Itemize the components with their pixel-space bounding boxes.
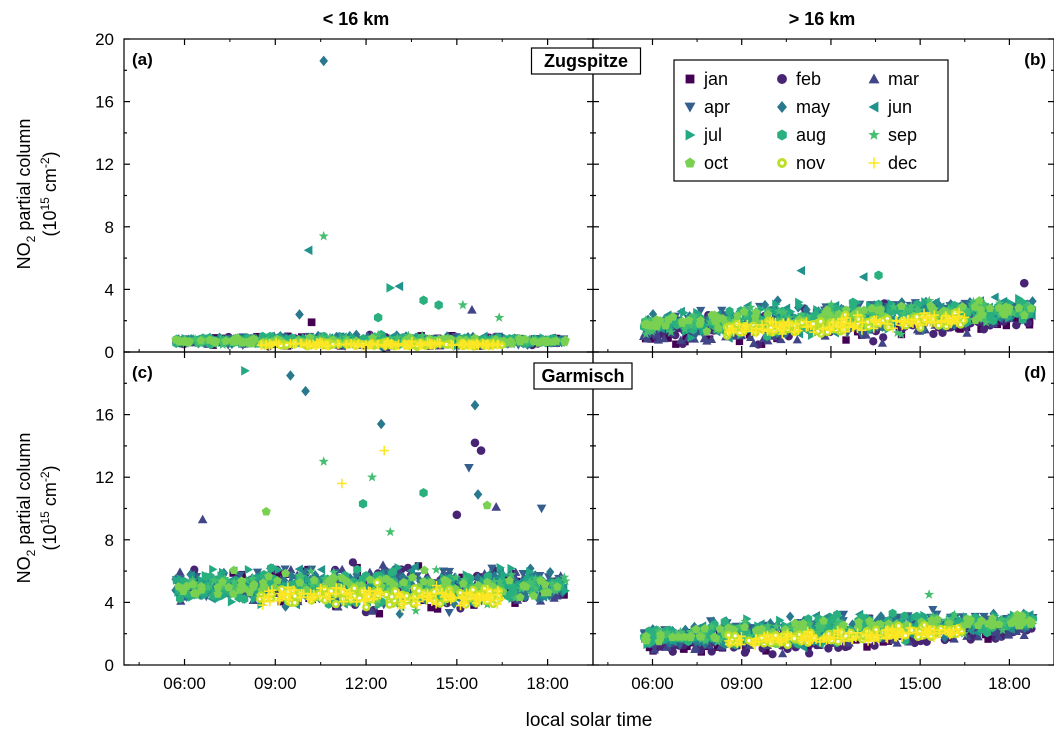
outlier-point — [419, 296, 427, 306]
y-tick-label: 8 — [105, 218, 114, 237]
outlier-point — [379, 446, 389, 456]
y-tick-label: 4 — [105, 593, 114, 612]
y-axis-label-bottom: NO2 partial column (1015 cm-2) — [14, 433, 60, 584]
outlier-point — [494, 312, 504, 322]
outlier-point — [491, 502, 501, 511]
y-tick-label: 8 — [105, 531, 114, 550]
scatter-points — [639, 266, 1037, 349]
outlier-point — [464, 464, 474, 473]
outlier-point — [319, 231, 329, 241]
col-title-right: > 16 km — [789, 9, 856, 29]
data-point — [462, 600, 470, 608]
outlier-point — [301, 386, 310, 397]
outlier-point — [874, 271, 882, 281]
y-tick-label: 4 — [105, 280, 114, 299]
panel-c: 06:00 09:00 12:00 15:00 18:00 0 4 8 12 16 — [95, 352, 593, 693]
outlier-point — [395, 281, 404, 291]
outlier-point — [385, 527, 395, 537]
outlier-point — [377, 419, 386, 430]
y-tick-label: 16 — [95, 406, 114, 425]
data-point — [980, 325, 988, 333]
outlier-point — [359, 499, 367, 509]
outlier-point — [537, 505, 547, 514]
y-tick-label: 16 — [95, 93, 114, 112]
outlier-point — [262, 507, 271, 516]
col-title-left: < 16 km — [323, 9, 390, 29]
panel-frame — [124, 39, 593, 352]
y-tick-label: 12 — [95, 468, 114, 487]
outlier-point — [367, 472, 377, 482]
data-point — [445, 609, 454, 617]
outlier-point — [319, 56, 328, 67]
data-point — [373, 578, 381, 586]
outlier-point — [337, 479, 347, 489]
outlier-point — [471, 438, 480, 447]
outlier-point — [467, 305, 477, 314]
outlier-point — [419, 488, 427, 498]
data-point — [870, 642, 878, 650]
panel-frame — [124, 352, 593, 665]
panel-a: 0 4 8 12 16 20 — [95, 30, 593, 362]
scatter-points — [640, 589, 1038, 658]
outlier-point — [295, 309, 304, 320]
data-point — [378, 560, 387, 568]
outlier-point — [453, 510, 462, 519]
outlier-point — [483, 501, 492, 510]
data-point — [768, 650, 776, 658]
data-point — [431, 565, 441, 574]
outlier-point — [374, 313, 382, 323]
outlier-point — [435, 300, 443, 310]
data-point — [350, 584, 358, 592]
x-tick-label: 09:00 — [254, 674, 297, 693]
outlier-point — [308, 318, 316, 326]
scatter-points — [171, 366, 570, 619]
outlier-point — [319, 456, 329, 466]
outlier-point — [859, 272, 868, 282]
data-point — [396, 609, 404, 619]
data-point — [385, 601, 393, 609]
outlier-point — [241, 366, 250, 376]
outlier-point — [1020, 279, 1029, 288]
outlier-point — [304, 245, 313, 255]
outlier-point — [386, 283, 395, 293]
y-axis-label-top: NO2 partial column (1015 cm-2) — [14, 119, 60, 270]
x-axis-label: local solar time — [526, 710, 653, 731]
data-point — [175, 567, 184, 575]
y-tick-label: 20 — [95, 30, 114, 49]
data-point — [990, 293, 998, 302]
outlier-point — [458, 300, 468, 310]
data-point — [317, 565, 325, 574]
outlier-point — [477, 446, 486, 455]
x-tick-label: 18:00 — [526, 674, 569, 693]
x-tick-label: 06:00 — [163, 674, 206, 693]
data-point — [863, 643, 870, 650]
scatter-points — [171, 56, 569, 352]
outlier-point — [198, 515, 208, 524]
outlier-point — [796, 266, 805, 276]
data-point — [349, 558, 357, 566]
x-tick-label: 12:00 — [345, 674, 388, 693]
y-tick-label: 12 — [95, 155, 114, 174]
outlier-point — [474, 489, 483, 500]
y-tick-label: 0 — [105, 343, 114, 362]
y-tick-label: 0 — [105, 656, 114, 675]
data-point — [245, 565, 253, 574]
data-point — [842, 336, 849, 343]
outlier-point — [286, 370, 295, 381]
data-point — [332, 600, 340, 608]
x-tick-label: 15:00 — [436, 674, 479, 693]
outlier-point — [471, 400, 480, 411]
